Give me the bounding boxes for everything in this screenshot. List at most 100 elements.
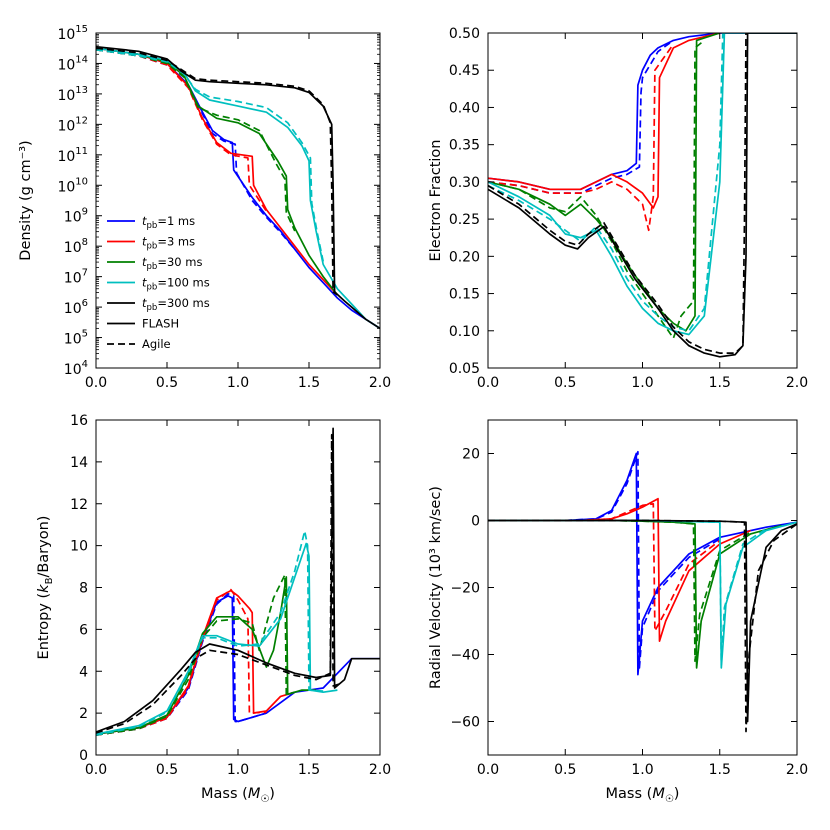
legend-label: tpb=1 ms bbox=[142, 214, 195, 231]
series-3ms-agile bbox=[488, 43, 675, 232]
y-axis-label: Entropy (kB/Baryon) bbox=[36, 516, 55, 660]
y-tick-label: 0.30 bbox=[449, 175, 480, 191]
series-3ms-agile bbox=[96, 588, 267, 736]
series-100ms-agile bbox=[96, 48, 325, 262]
x-tick-label: 1.0 bbox=[227, 375, 249, 391]
y-tick-label: 0 bbox=[79, 748, 88, 764]
plot-frame bbox=[95, 419, 381, 756]
series-300ms-flash bbox=[96, 45, 380, 330]
series-30ms-flash bbox=[96, 576, 317, 735]
x-tick-label: 1.5 bbox=[709, 762, 731, 778]
series-1ms-agile bbox=[488, 450, 721, 669]
y-tick-label: 108 bbox=[64, 237, 88, 256]
plot-frame bbox=[487, 419, 798, 756]
y-tick-label: 0.20 bbox=[449, 249, 480, 265]
x-tick-label: 1.5 bbox=[709, 375, 731, 391]
x-tick-label: 2.0 bbox=[369, 375, 391, 391]
legend-entry: tpb=1 ms bbox=[107, 214, 195, 231]
x-tick-label: 2.0 bbox=[786, 375, 808, 391]
panel-ye: 0.0 0.5 1.0 1.5 2.0 0.05 0.10 0.15 0.20 0.25 0.30 0… bbox=[428, 26, 808, 391]
y-tick-label: 0.05 bbox=[449, 361, 480, 377]
x-tick-label: 2.0 bbox=[786, 762, 808, 778]
series-300ms-flash bbox=[488, 33, 797, 358]
series-100ms-agile bbox=[488, 519, 767, 666]
y-tick-label: 1011 bbox=[57, 146, 88, 165]
x-axis-label: Mass (M☉) bbox=[201, 786, 275, 805]
series-3ms-agile bbox=[488, 502, 721, 632]
y-tick-label: 0.50 bbox=[449, 26, 480, 42]
y-tick-label: 109 bbox=[64, 207, 88, 226]
y-tick-label: 1015 bbox=[57, 24, 88, 43]
legend-label: tpb=300 ms bbox=[142, 296, 210, 313]
x-tick-label: 0.0 bbox=[85, 762, 107, 778]
series-group bbox=[488, 450, 797, 733]
series-100ms-agile bbox=[488, 33, 724, 332]
series-100ms-flash bbox=[96, 542, 338, 735]
y-tick-label: 1012 bbox=[57, 115, 88, 134]
legend-label: tpb=3 ms bbox=[142, 235, 195, 252]
legend-label: tpb=100 ms bbox=[142, 276, 210, 293]
series-1ms-flash bbox=[96, 47, 380, 330]
series-300ms-agile bbox=[488, 33, 747, 354]
y-tick-label: 0.25 bbox=[449, 212, 480, 228]
y-tick-label: 0.15 bbox=[449, 287, 480, 303]
y-tick-label: 2 bbox=[79, 706, 88, 722]
y-tick-label: −20 bbox=[450, 581, 480, 597]
y-tick-label: 16 bbox=[70, 413, 88, 429]
x-tick-label: 2.0 bbox=[369, 762, 391, 778]
y-tick-label: 14 bbox=[70, 455, 88, 471]
series-1ms-agile bbox=[96, 592, 267, 736]
legend: tpb=1 ms tpb=3 ms tpb=30 ms tpb=100 ms tpb=3… bbox=[107, 214, 210, 351]
panel-velocity: 0.0 0.5 1.0 1.5 2.0 −60 −40 −20 0 20 Radial Veloci… bbox=[428, 419, 808, 805]
panel-density: 0.0 0.5 1.0 1.5 2.0 104 105 106 107 108 109 1010 101… bbox=[18, 24, 391, 391]
legend-label: Agile bbox=[142, 337, 171, 351]
y-tick-label: 0.35 bbox=[449, 138, 480, 154]
x-tick-label: 0.5 bbox=[554, 762, 576, 778]
series-group bbox=[96, 45, 380, 330]
y-tick-label: 1014 bbox=[57, 54, 88, 73]
series-30ms-agile bbox=[488, 39, 705, 340]
series-100ms-flash bbox=[96, 47, 380, 330]
series-3ms-flash bbox=[488, 33, 720, 209]
x-tick-label: 0.5 bbox=[156, 762, 178, 778]
y-tick-label: 12 bbox=[70, 497, 88, 513]
y-tick-label: −40 bbox=[450, 648, 480, 664]
legend-entry: tpb=3 ms bbox=[107, 235, 195, 252]
legend-entry: tpb=300 ms bbox=[107, 296, 210, 313]
series-30ms-flash bbox=[488, 33, 721, 332]
x-axis-label: Mass (M☉) bbox=[606, 786, 680, 805]
legend-entry: tpb=30 ms bbox=[107, 255, 202, 272]
x-tick-label: 0.0 bbox=[477, 762, 499, 778]
x-tick-label: 0.0 bbox=[85, 375, 107, 391]
x-tick-label: 0.0 bbox=[477, 375, 499, 391]
x-tick-label: 1.5 bbox=[298, 762, 320, 778]
series-30ms-agile bbox=[96, 48, 296, 232]
series-300ms-agile bbox=[96, 433, 341, 734]
series-group bbox=[96, 427, 380, 736]
y-tick-label: 4 bbox=[79, 664, 88, 680]
series-30ms-flash bbox=[488, 519, 782, 669]
y-tick-label: 104 bbox=[64, 359, 88, 378]
series-300ms-flash bbox=[96, 427, 380, 733]
x-tick-label: 0.5 bbox=[554, 375, 576, 391]
y-tick-label: 1010 bbox=[57, 176, 88, 195]
y-tick-label: 6 bbox=[79, 622, 88, 638]
panel-entropy: 0.0 0.5 1.0 1.5 2.0 0 2 4 6 8 10 12 14 16 Entropy (kB/… bbox=[36, 413, 391, 805]
legend-label: tpb=30 ms bbox=[142, 255, 202, 272]
y-tick-label: −60 bbox=[450, 715, 480, 731]
series-300ms-agile bbox=[96, 47, 338, 296]
y-tick-label: 8 bbox=[79, 581, 88, 597]
y-tick-label: 1013 bbox=[57, 85, 88, 104]
series-group bbox=[488, 33, 797, 358]
x-tick-label: 1.5 bbox=[298, 375, 320, 391]
y-tick-label: 10 bbox=[70, 539, 88, 555]
legend-style-entry: Agile bbox=[107, 337, 171, 351]
y-tick-label: 106 bbox=[64, 298, 88, 317]
x-tick-label: 1.0 bbox=[227, 762, 249, 778]
y-axis-label: Density (g cm⁻³) bbox=[18, 140, 34, 260]
x-tick-label: 0.5 bbox=[156, 375, 178, 391]
x-tick-label: 1.0 bbox=[631, 375, 653, 391]
series-100ms-agile bbox=[96, 530, 324, 736]
series-30ms-agile bbox=[96, 574, 296, 736]
